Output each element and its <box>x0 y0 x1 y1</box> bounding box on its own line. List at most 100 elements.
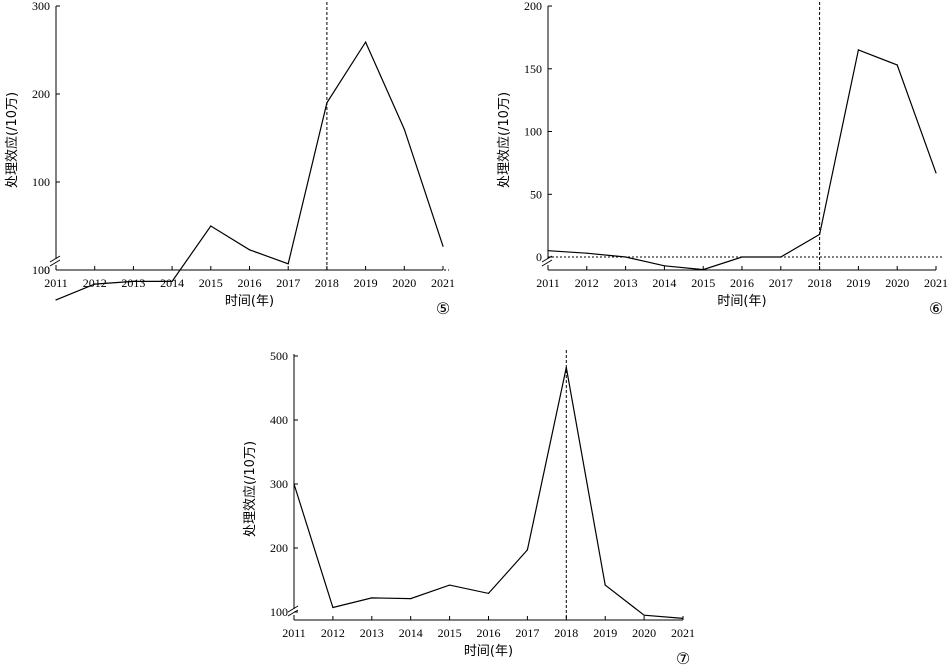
y-axis-title: 处理效应(/10万) <box>496 92 512 188</box>
x-tick-label: 2014 <box>399 626 423 640</box>
x-tick-label: 2020 <box>392 276 416 290</box>
y-tick-label: 100 <box>524 125 542 139</box>
x-tick-label: 2011 <box>44 276 68 290</box>
data-point <box>403 128 405 130</box>
series-line <box>293 367 684 619</box>
y-axis-title: 处理效应(/10万) <box>4 92 20 188</box>
x-tick-label: 2021 <box>671 626 695 640</box>
y-tick-label: 150 <box>524 62 542 76</box>
data-point <box>625 256 627 258</box>
x-tick-label: 2016 <box>477 626 501 640</box>
y-tick-label: 100 <box>32 175 50 189</box>
x-tick-label: 2017 <box>769 276 793 290</box>
data-point <box>896 64 898 66</box>
data-point <box>565 366 567 369</box>
x-tick-label: 2019 <box>593 626 617 640</box>
data-point <box>248 249 251 251</box>
x-tick-label: 2018 <box>554 626 578 640</box>
x-tick-label: 2018 <box>808 276 832 290</box>
series-line <box>55 40 444 301</box>
y-tick-label: 400 <box>270 413 288 427</box>
data-point <box>857 49 860 51</box>
data-point <box>94 283 96 285</box>
data-point <box>547 250 549 252</box>
y-tick-label: 0 <box>536 250 542 264</box>
data-point <box>682 617 684 620</box>
y-tick-label: 200 <box>524 0 542 13</box>
data-point <box>293 483 295 485</box>
x-tick-label: 2015 <box>199 276 223 290</box>
x-tick-label: 2019 <box>354 276 378 290</box>
data-point <box>332 606 334 609</box>
x-tick-label: 2021 <box>431 276 455 290</box>
panel-number-label: ⑥ <box>929 299 943 318</box>
data-point <box>210 225 212 227</box>
data-point <box>643 614 645 616</box>
chart-panel-6: 0 50 100 150 200 2011 2012 2013 2014 2015 2016 2017… <box>496 0 948 318</box>
axis-break-mark <box>287 605 299 613</box>
x-axis-title: 时间(年) <box>717 294 766 309</box>
data-point <box>371 597 373 599</box>
y-tick-label: 0 <box>44 263 50 277</box>
data-point <box>526 549 529 551</box>
x-tick-label: 2018 <box>315 276 339 290</box>
y-tick-label: 100 <box>32 263 50 277</box>
data-point <box>586 252 588 254</box>
x-tick-label: 2016 <box>238 276 262 290</box>
data-point <box>326 102 328 104</box>
data-point <box>780 256 782 258</box>
data-point <box>365 41 367 43</box>
y-tick-label: 100 <box>270 605 288 619</box>
chart-panel-7: 100 200 300 400 500 2011 2012 2013 2014 2015 2016 2… <box>242 349 695 665</box>
data-point <box>171 280 173 282</box>
y-axis-title: 处理效应(/10万) <box>242 441 258 537</box>
data-point <box>132 280 134 282</box>
x-axis-title: 时间(年) <box>225 294 274 309</box>
axis-break-mark <box>49 259 61 267</box>
data-point <box>410 598 412 600</box>
x-tick-label: 2020 <box>632 626 656 640</box>
x-tick-label: 2012 <box>575 276 599 290</box>
data-point <box>819 233 821 235</box>
x-tick-label: 2013 <box>614 276 638 290</box>
data-point <box>487 592 490 595</box>
data-point <box>55 299 57 301</box>
data-point <box>741 256 743 258</box>
x-axis-title: 时间(年) <box>464 644 513 659</box>
panel-number-label: ⑦ <box>676 649 690 665</box>
data-point <box>604 584 606 586</box>
x-tick-label: 2021 <box>924 276 948 290</box>
x-tick-label: 2017 <box>515 626 539 640</box>
axis-break-mark <box>287 609 299 617</box>
series-line <box>547 49 937 271</box>
y-tick-label: 300 <box>270 477 288 491</box>
data-point <box>287 263 289 265</box>
y-tick-label: 200 <box>32 87 50 101</box>
x-tick-label: 2020 <box>885 276 909 290</box>
y-tick-label: 200 <box>270 541 288 555</box>
axis-break-mark <box>541 259 553 267</box>
data-point <box>935 172 937 174</box>
x-tick-label: 2013 <box>360 626 384 640</box>
y-tick-label: 500 <box>270 349 288 363</box>
data-point <box>702 269 704 271</box>
x-tick-label: 2017 <box>276 276 300 290</box>
y-tick-label: 300 <box>32 0 50 13</box>
x-tick-label: 2014 <box>652 276 676 290</box>
x-tick-label: 2011 <box>282 626 306 640</box>
data-point <box>442 245 444 247</box>
x-tick-label: 2012 <box>321 626 345 640</box>
x-tick-label: 2013 <box>121 276 145 290</box>
y-tick-label: 50 <box>530 187 542 201</box>
x-tick-label: 2011 <box>536 276 560 290</box>
data-point <box>449 584 451 586</box>
panel-number-label: ⑤ <box>436 299 450 318</box>
x-tick-label: 2015 <box>691 276 715 290</box>
x-tick-label: 2015 <box>438 626 462 640</box>
axis-break-mark <box>49 255 61 263</box>
data-point <box>663 265 666 267</box>
x-tick-label: 2016 <box>730 276 754 290</box>
x-tick-label: 2019 <box>846 276 870 290</box>
